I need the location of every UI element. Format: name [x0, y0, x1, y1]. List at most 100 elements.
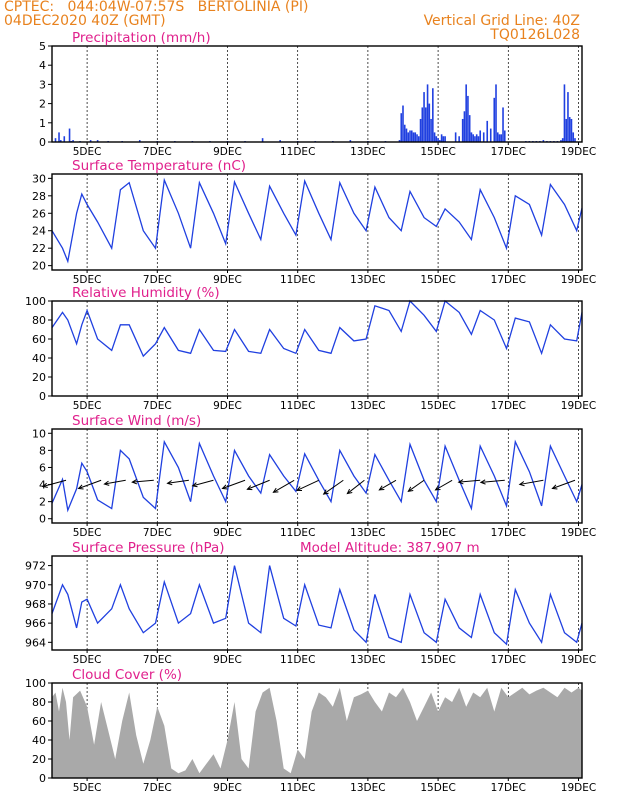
precip-bar	[482, 132, 485, 142]
wind-arrowhead	[272, 487, 279, 493]
precip-bar	[493, 97, 496, 142]
precip-bar	[435, 136, 438, 142]
y-tick-label: 100	[25, 295, 46, 308]
y-tick-label: 0	[39, 136, 46, 149]
x-tick-label: 15DEC	[420, 274, 455, 286]
x-tick-label: 5DEC	[73, 654, 102, 666]
y-tick-label: 0	[39, 390, 46, 403]
precip-bar	[574, 138, 576, 142]
precip-bar	[279, 140, 281, 142]
precip-bar	[454, 132, 457, 142]
precip-bar	[414, 132, 417, 142]
series-line	[51, 439, 583, 513]
precip-bar	[568, 117, 571, 142]
y-tick-label: 2	[39, 98, 46, 111]
precip-bar	[461, 118, 464, 142]
precip-bar	[570, 118, 573, 142]
wind-arrowhead	[551, 484, 558, 490]
y-tick-label: 966	[25, 617, 46, 630]
x-tick-label: 17DEC	[491, 146, 526, 158]
x-tick-label: 13DEC	[350, 400, 385, 412]
wind-vector	[408, 479, 425, 492]
precip-bar	[503, 130, 506, 142]
panel-6	[48, 682, 583, 781]
precip-bar	[96, 140, 99, 142]
panel-frame	[51, 555, 583, 651]
panel-title: Relative Humidity (%)	[72, 285, 220, 301]
x-tick-label: 15DEC	[420, 654, 455, 666]
wind-arrowhead	[103, 480, 110, 486]
wind-vector	[192, 479, 214, 487]
y-tick-label: 6	[39, 461, 46, 474]
y-tick-label: 20	[32, 753, 46, 766]
series-line	[51, 565, 583, 646]
precip-bar	[572, 132, 575, 142]
wind-vector	[458, 479, 481, 483]
precip-bar	[567, 92, 569, 142]
precip-bar	[565, 118, 568, 142]
precip-bar	[470, 132, 473, 142]
y-tick-label: 24	[32, 225, 46, 238]
precip-bar	[560, 140, 562, 142]
x-tick-label: 17DEC	[491, 654, 526, 666]
x-tick-label: 9DEC	[213, 654, 242, 666]
x-tick-label: 15DEC	[420, 146, 455, 158]
x-tick-label: 15DEC	[420, 782, 455, 794]
x-tick-label: 7DEC	[143, 654, 172, 666]
wind-arrowhead	[457, 479, 464, 485]
y-tick-label: 20	[32, 260, 46, 273]
precip-bar	[474, 136, 476, 142]
panel-frame	[51, 300, 583, 397]
x-tick-label: 17DEC	[491, 274, 526, 286]
precip-bar	[465, 84, 467, 142]
precip-bar	[398, 140, 401, 142]
precip-bar	[54, 138, 57, 142]
y-tick-label: 20	[32, 371, 46, 384]
x-tick-label: 7DEC	[143, 274, 172, 286]
precip-bar	[486, 120, 489, 142]
header-run-time: 04DEC2020 40Z (GMT)	[4, 13, 166, 29]
panel-frame	[51, 428, 583, 524]
y-tick-label: 22	[32, 242, 46, 255]
wind-arrowhead	[378, 485, 385, 491]
y-tick-label: 28	[32, 190, 46, 203]
cloud-area	[52, 687, 582, 778]
header-station: CPTEC: 044:04W-07:57S BERTOLINIA (PI)	[4, 0, 309, 15]
panel-frame	[51, 173, 583, 271]
precip-bar	[138, 140, 141, 142]
wind-arrowhead	[434, 485, 441, 491]
x-tick-label: 11DEC	[280, 274, 315, 286]
header-vertical-grid: Vertical Grid Line: 40Z	[423, 13, 580, 29]
precip-bar	[458, 136, 460, 142]
precip-bar	[59, 140, 62, 142]
x-tick-label: 7DEC	[143, 527, 172, 539]
precip-bar	[437, 138, 439, 142]
precip-bar	[432, 88, 434, 142]
x-tick-label: 9DEC	[213, 146, 242, 158]
x-tick-label: 13DEC	[350, 274, 385, 286]
precip-bar	[261, 138, 264, 142]
precip-bar	[475, 134, 478, 142]
x-tick-label: 13DEC	[350, 527, 385, 539]
y-tick-label: 0	[39, 513, 46, 526]
x-tick-label: 11DEC	[280, 527, 315, 539]
y-tick-label: 30	[32, 172, 46, 185]
y-tick-label: 100	[25, 677, 46, 690]
precip-bar	[472, 134, 474, 142]
wind-vector	[247, 479, 270, 490]
precip-bar	[463, 111, 466, 142]
wind-vector	[167, 479, 189, 484]
precip-bar	[419, 118, 422, 142]
precip-bar	[403, 124, 406, 142]
wind-vector	[347, 479, 365, 494]
y-tick-label: 4	[39, 479, 46, 492]
x-tick-label: 17DEC	[491, 400, 526, 412]
y-tick-label: 5	[39, 40, 46, 53]
y-tick-label: 10	[32, 427, 46, 440]
wind-vector	[273, 479, 295, 493]
y-tick-label: 26	[32, 207, 46, 220]
wind-vector	[104, 479, 126, 485]
wind-vector	[435, 479, 453, 491]
x-tick-label: 11DEC	[280, 146, 315, 158]
x-tick-label: 7DEC	[143, 400, 172, 412]
